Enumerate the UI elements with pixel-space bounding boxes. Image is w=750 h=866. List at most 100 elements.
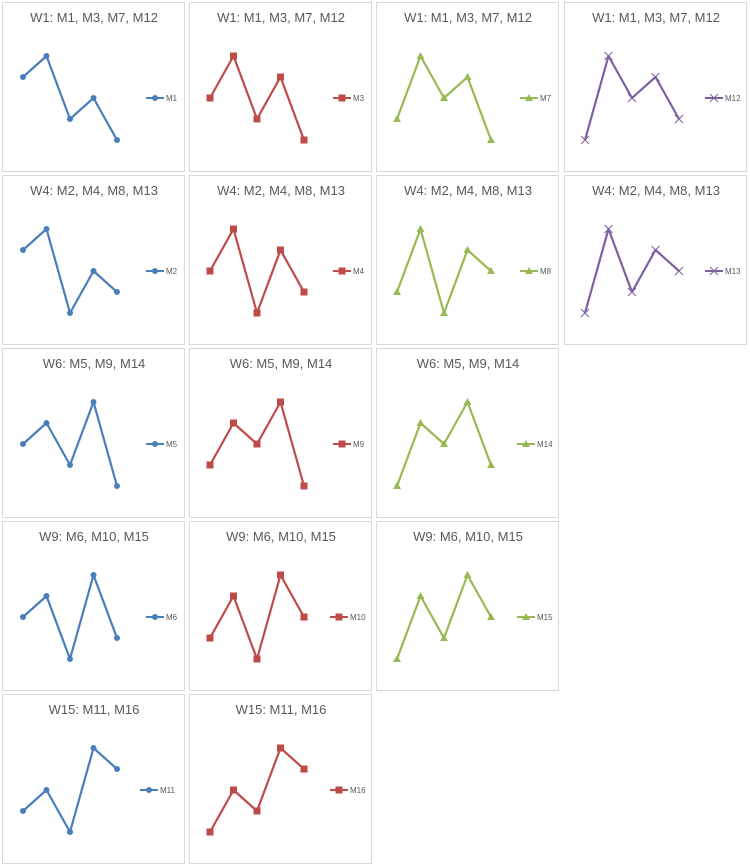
line-chart: W15: M11, M16 M16 (206, 702, 366, 836)
data-point-2 (43, 787, 50, 793)
data-point-2 (230, 225, 237, 233)
data-point-4 (277, 246, 284, 254)
data-point-4 (463, 398, 472, 405)
data-point-1 (20, 614, 26, 620)
line-chart: W1: M1, M3, M7, M12 M12 (580, 10, 741, 145)
data-point-5 (487, 136, 495, 143)
data-point-5 (114, 483, 120, 489)
data-point-2 (416, 592, 425, 599)
data-point-2 (43, 53, 50, 59)
legend-marker (335, 786, 343, 794)
legend-label: M1 (166, 94, 178, 103)
data-point-5 (114, 766, 120, 772)
data-point-3 (67, 656, 73, 662)
data-point-5 (114, 137, 120, 143)
legend-label: M15 (537, 613, 553, 622)
data-point-4 (277, 571, 284, 579)
data-point-3 (253, 115, 261, 123)
chart-title: W4: M2, M4, M8, M13 (30, 183, 158, 198)
legend-marker (152, 95, 158, 101)
chart-title: W6: M5, M9, M14 (417, 356, 520, 371)
data-point-3 (253, 655, 261, 663)
line-chart: W15: M11, M16 M11 (20, 702, 176, 835)
chart-title: W1: M1, M3, M7, M12 (30, 10, 158, 25)
data-point-5 (487, 267, 495, 274)
series-line (583, 227, 680, 314)
legend-label: M8 (540, 267, 552, 276)
data-point-1 (206, 267, 214, 275)
data-point-2 (416, 225, 425, 232)
data-point-3 (440, 634, 448, 641)
legend-marker (338, 267, 346, 275)
series-line (22, 54, 118, 141)
data-point-3 (440, 94, 448, 101)
data-point-4 (651, 245, 660, 255)
data-point-2 (230, 52, 237, 60)
chart-panel-m14: W6: M5, M9, M14 M14 (376, 348, 559, 518)
data-point-1 (393, 115, 401, 122)
chart-title: W9: M6, M10, M15 (413, 529, 523, 544)
data-point-3 (627, 93, 637, 103)
data-point-4 (90, 268, 97, 274)
chart-panel-m2: W4: M2, M4, M8, M13 M2 (2, 175, 185, 345)
chart-panel-m5: W6: M5, M9, M14 M5 (2, 348, 185, 518)
data-point-1 (206, 634, 214, 642)
legend-marker (522, 613, 530, 620)
chart-panel-m10: W9: M6, M10, M15 M10 (189, 521, 372, 691)
chart-panel-m12: W1: M1, M3, M7, M12 M12 (564, 2, 747, 172)
series-line (209, 573, 305, 661)
data-point-3 (67, 310, 73, 316)
data-point-2 (43, 420, 50, 426)
data-point-1 (580, 135, 590, 145)
series-line (209, 227, 305, 315)
chart-panel-m7: W1: M1, M3, M7, M12 M7 (376, 2, 559, 172)
chart-title: W4: M2, M4, M8, M13 (404, 183, 532, 198)
data-point-4 (90, 399, 97, 405)
legend-marker (152, 441, 158, 447)
legend-marker (525, 94, 533, 101)
chart-panel-m6: W9: M6, M10, M15 M6 (2, 521, 185, 691)
data-point-2 (230, 786, 237, 794)
data-point-4 (651, 72, 660, 82)
data-point-2 (416, 52, 425, 59)
legend-label: M2 (166, 267, 178, 276)
data-point-1 (580, 308, 590, 318)
chart-panel-m3: W1: M1, M3, M7, M12 M3 (189, 2, 372, 172)
data-point-4 (277, 744, 284, 752)
chart-title: W1: M1, M3, M7, M12 (404, 10, 532, 25)
data-point-5 (674, 266, 684, 276)
data-point-5 (487, 461, 495, 468)
legend-marker (338, 440, 346, 448)
chart-panel-m9: W6: M5, M9, M14 M9 (189, 348, 372, 518)
line-chart: W4: M2, M4, M8, M13 M2 (20, 183, 178, 316)
data-point-4 (90, 572, 97, 578)
data-point-1 (20, 247, 26, 253)
data-point-5 (487, 613, 495, 620)
legend-label: M3 (353, 94, 365, 103)
chart-panel-m15: W9: M6, M10, M15 M15 (376, 521, 559, 691)
data-point-5 (300, 136, 308, 144)
line-chart: W9: M6, M10, M15 M6 (20, 529, 178, 662)
series-line (22, 400, 119, 487)
data-point-4 (277, 398, 284, 406)
line-chart: W1: M1, M3, M7, M12 M7 (393, 10, 552, 143)
legend-marker (709, 266, 719, 276)
line-chart: W9: M6, M10, M15 M15 (393, 529, 553, 662)
series-line (22, 746, 118, 834)
chart-title: W4: M2, M4, M8, M13 (217, 183, 345, 198)
data-point-5 (300, 288, 308, 296)
data-point-4 (90, 745, 97, 751)
line-chart: W6: M5, M9, M14 M5 (20, 356, 178, 489)
data-point-1 (20, 74, 26, 80)
legend-marker (522, 440, 530, 447)
data-point-1 (393, 288, 401, 295)
line-chart: W6: M5, M9, M14 M14 (393, 356, 553, 489)
data-point-2 (230, 592, 237, 600)
data-point-1 (206, 94, 214, 102)
data-point-5 (300, 613, 308, 621)
legend-label: M16 (350, 786, 366, 795)
chart-title: W15: M11, M16 (236, 702, 327, 717)
data-point-2 (230, 419, 237, 427)
data-point-3 (67, 829, 73, 835)
data-point-3 (67, 116, 73, 122)
